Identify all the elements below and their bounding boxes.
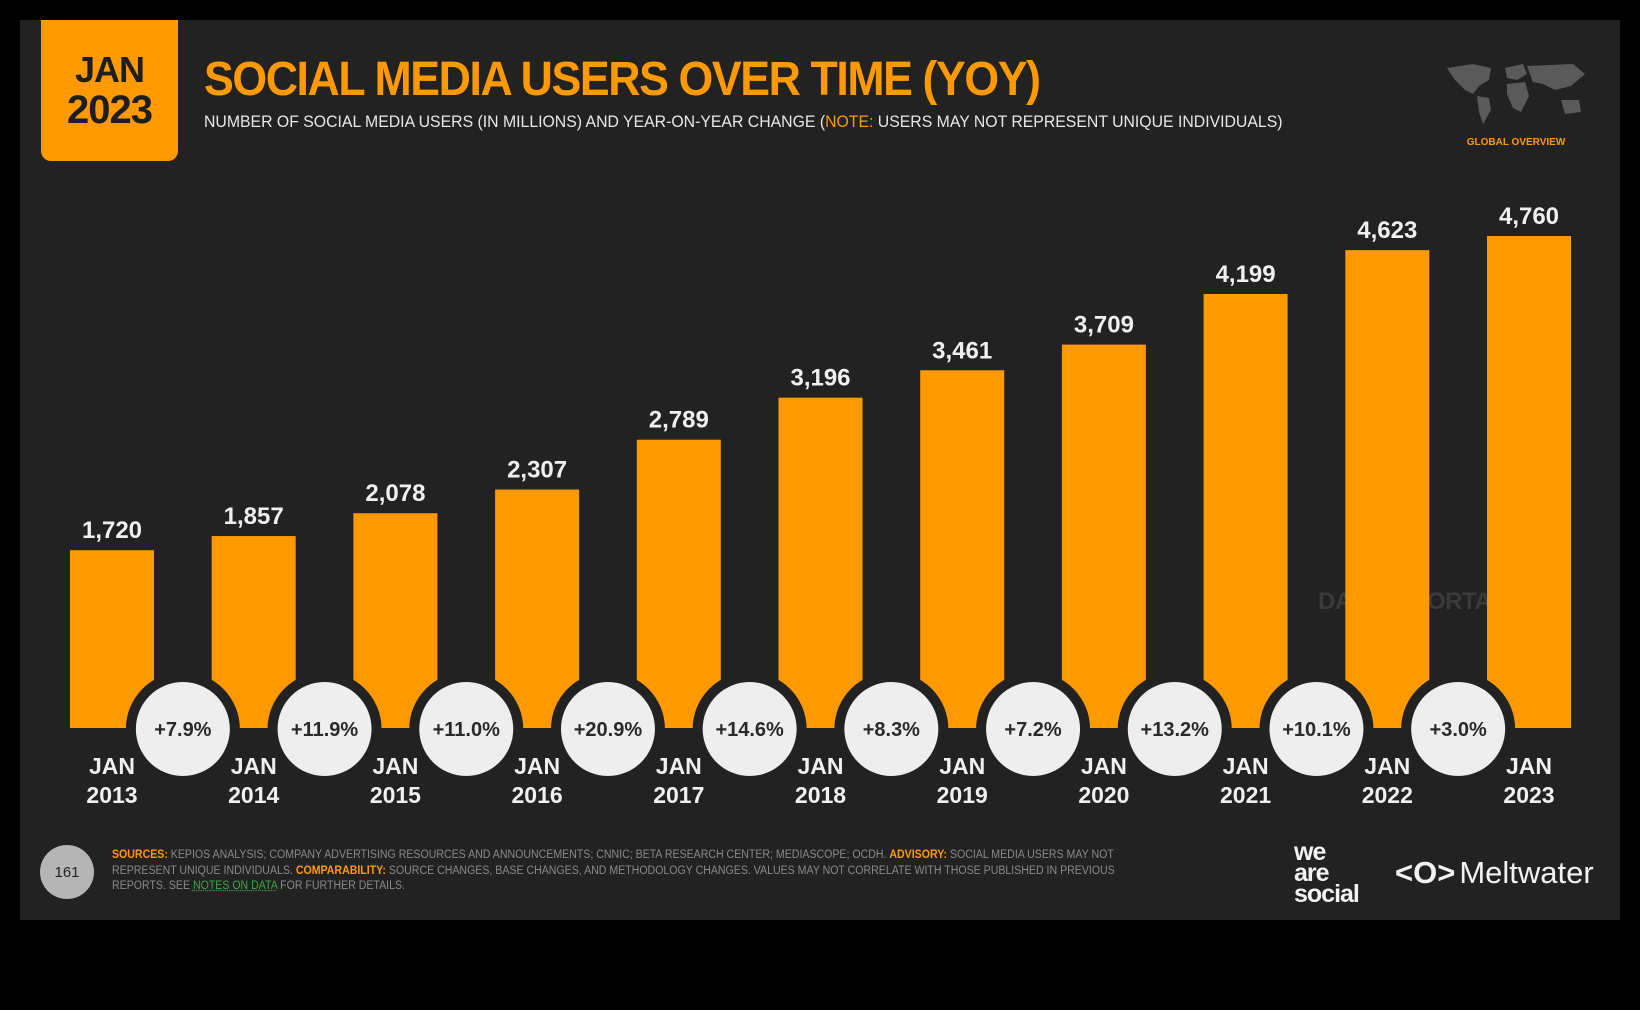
category-label: 2023 — [1503, 782, 1554, 808]
bar — [495, 489, 580, 728]
tail-text: FOR FURTHER DETAILS. — [277, 880, 405, 892]
subtitle-note: NOTE: — [825, 112, 874, 131]
category-label: 2017 — [653, 782, 704, 808]
yoy-circle — [844, 682, 939, 776]
meltwater-icon: <O> — [1395, 855, 1456, 890]
bar — [1487, 236, 1571, 728]
bar — [1203, 293, 1288, 728]
footnote: SOURCES: KEPIOS ANALYSIS; COMPANY ADVERT… — [112, 848, 1170, 895]
bar — [636, 439, 721, 728]
yoy-circle — [419, 682, 514, 776]
yoy-change-label: +3.0% — [1430, 719, 1487, 741]
value-label: 3,461 — [932, 337, 992, 364]
category-label: JAN — [231, 753, 277, 779]
category-label: 2019 — [937, 782, 988, 808]
category-label: JAN — [656, 753, 702, 779]
page-title: SOCIAL MEDIA USERS OVER TIME (YOY) — [204, 53, 1041, 106]
value-label: 1,720 — [82, 517, 142, 544]
comparability-text: SOURCE CHANGES, BASE CHANGES, AND METHOD… — [112, 864, 1115, 893]
category-label: 2018 — [795, 782, 846, 808]
value-label: 2,078 — [365, 480, 425, 507]
yoy-circle — [560, 682, 655, 776]
category-label: 2022 — [1362, 782, 1413, 808]
value-label: 2,307 — [507, 457, 567, 484]
meltwater-text: Meltwater — [1459, 855, 1594, 890]
yoy-circle — [1127, 682, 1222, 776]
category-label: JAN — [1506, 753, 1552, 779]
category-label: 2013 — [86, 782, 137, 808]
subtitle-text-end: USERS MAY NOT REPRESENT UNIQUE INDIVIDUA… — [873, 112, 1283, 131]
category-label: JAN — [797, 753, 843, 779]
yoy-circle — [135, 682, 230, 776]
region-label: GLOBAL OVERVIEW — [1466, 137, 1566, 148]
category-label: 2020 — [1078, 782, 1129, 808]
yoy-change-label: +11.0% — [433, 719, 501, 741]
bar — [778, 397, 863, 728]
page-number: 161 — [40, 845, 94, 899]
we-are-social-logo: we are social — [1294, 838, 1360, 908]
sources-text: KEPIOS ANALYSIS; COMPANY ADVERTISING RES… — [167, 849, 890, 861]
yoy-change-label: +10.1% — [1282, 719, 1351, 741]
yoy-circle — [986, 682, 1081, 776]
value-label: 4,199 — [1216, 261, 1276, 288]
category-label: JAN — [89, 753, 135, 779]
notes-on-data-link[interactable]: NOTES ON DATA — [192, 880, 278, 892]
category-label: JAN — [372, 753, 418, 779]
category-label: 2015 — [370, 782, 421, 808]
yoy-change-label: +13.2% — [1141, 719, 1210, 741]
yoy-change-label: +20.9% — [574, 719, 643, 741]
value-label: 1,857 — [224, 503, 284, 530]
badge-month: JAN — [74, 48, 145, 90]
value-label: 4,760 — [1499, 203, 1559, 230]
meltwater-logo: <O> Meltwater — [1395, 855, 1594, 891]
value-label: 4,623 — [1357, 217, 1417, 244]
category-label: JAN — [1081, 753, 1127, 779]
yoy-circle — [1411, 682, 1506, 776]
category-label: JAN — [939, 753, 985, 779]
bar — [920, 370, 1005, 728]
value-label: 3,709 — [1074, 312, 1134, 339]
yoy-circle — [277, 682, 372, 776]
bar — [1345, 250, 1430, 728]
advisory-label: ADVISORY: — [889, 849, 948, 861]
category-label: JAN — [1364, 753, 1410, 779]
yoy-change-label: +7.2% — [1004, 719, 1061, 741]
yoy-circle — [702, 682, 797, 776]
advisory-text: SOCIAL MEDIA USERS MAY NOT REPRESENT UNI… — [112, 849, 1114, 877]
comparability-label: COMPARABILITY: — [295, 864, 386, 877]
category-label: JAN — [1223, 753, 1269, 779]
page-subtitle: NUMBER OF SOCIAL MEDIA USERS (IN MILLION… — [204, 112, 1283, 132]
date-badge: JAN 2023 — [41, 20, 178, 161]
yoy-change-label: +14.6% — [715, 719, 784, 741]
subtitle-text: NUMBER OF SOCIAL MEDIA USERS (IN MILLION… — [204, 112, 826, 131]
world-map-icon — [1447, 64, 1585, 124]
yoy-change-label: +8.3% — [863, 719, 920, 741]
yoy-change-label: +7.9% — [154, 719, 211, 741]
bar — [1061, 344, 1146, 728]
category-label: 2014 — [228, 782, 279, 808]
yoy-change-label: +11.9% — [291, 719, 359, 741]
category-label: 2016 — [512, 782, 563, 808]
yoy-circle — [1269, 682, 1364, 776]
category-label: 2021 — [1220, 782, 1271, 808]
value-label: 3,196 — [790, 365, 850, 392]
sources-label: SOURCES: — [112, 849, 168, 861]
category-label: JAN — [514, 753, 560, 779]
value-label: 2,789 — [649, 407, 709, 434]
badge-year: 2023 — [67, 87, 153, 132]
